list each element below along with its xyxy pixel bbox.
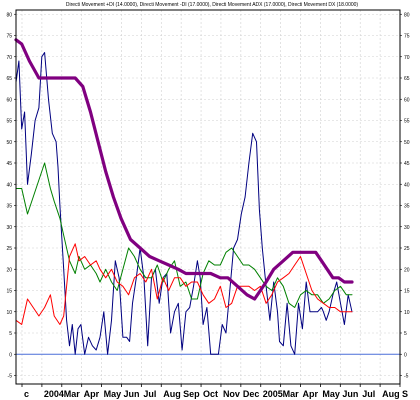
x-tick-label-5: Jun <box>123 389 139 399</box>
y-tick-left-75: 75 <box>6 34 12 40</box>
x-tick-label-4: May <box>104 389 122 399</box>
x-tick-label-6: Jul <box>143 389 156 399</box>
y-axis-left: -5 0 5 10 15 20 25 30 35 40 45 50 55 60 65 70 75 80 <box>6 12 16 380</box>
y-tick-right-15: 15 <box>404 289 410 295</box>
series-line-3 <box>14 38 354 301</box>
x-tick-label-3: Apr <box>84 389 100 399</box>
plot-frame <box>15 9 401 385</box>
x-tick-label-18: Aug <box>382 389 400 399</box>
y-tick-left-40: 40 <box>6 182 12 188</box>
y-tick-left-30: 30 <box>6 225 12 231</box>
x-tick-label-12: 2005 <box>263 389 283 399</box>
y-tick-right-5: 5 <box>404 331 407 337</box>
y-tick-left-25: 25 <box>6 246 12 252</box>
x-tick-label-10: Nov <box>223 389 240 399</box>
y-tick-right-55: 55 <box>404 119 410 125</box>
x-tick-label-13: Mar <box>283 389 300 399</box>
x-tick-label-16: Jun <box>342 389 358 399</box>
y-tick-right-30: 30 <box>404 225 410 231</box>
y-tick-right-65: 65 <box>404 76 410 82</box>
x-tick-label-9: Oct <box>203 389 218 399</box>
y-tick-right-45: 45 <box>404 161 410 167</box>
y-tick-right-25: 25 <box>404 246 410 252</box>
y-tick-left-65: 65 <box>6 76 12 82</box>
y-axis-right: -5 0 5 10 15 20 25 30 35 40 45 50 55 60 65 70 75 80 <box>400 12 410 380</box>
y-tick-right-35: 35 <box>404 204 410 210</box>
y-tick-right-50: 50 <box>404 140 410 146</box>
y-tick-left-80: 80 <box>6 12 12 18</box>
x-tick-label-2: Mar <box>64 389 81 399</box>
y-tick-right-10: 10 <box>404 310 410 316</box>
y-tick-left-60: 60 <box>6 97 12 103</box>
y-tick-left-10: 10 <box>6 310 12 316</box>
y-tick-right-80: 80 <box>404 12 410 18</box>
x-tick-label-7: Aug <box>163 389 181 399</box>
y-tick-right--5: -5 <box>404 374 409 380</box>
y-tick-left-35: 35 <box>6 204 12 210</box>
y-tick-left-5: 5 <box>9 331 12 337</box>
x-tick-label-14: Apr <box>303 389 319 399</box>
y-tick-left-55: 55 <box>6 119 12 125</box>
y-tick-right-20: 20 <box>404 267 410 273</box>
x-tick-label-0: c <box>24 389 29 399</box>
x-axis: c 2004 Mar Apr May Jun Jul Aug Sep Oct Nov Dec 2005 M… <box>21 384 408 399</box>
y-tick-right-40: 40 <box>404 182 410 188</box>
x-tick-label-17: Jul <box>362 389 375 399</box>
x-tick-label-15: May <box>322 389 340 399</box>
x-tick-label-11: Dec <box>243 389 260 399</box>
x-tick-label-1: 2004 <box>44 389 64 399</box>
grid <box>16 10 401 384</box>
y-tick-right-70: 70 <box>404 55 410 61</box>
series-line-2 <box>15 243 353 325</box>
y-tick-right-75: 75 <box>404 34 410 40</box>
plot-border <box>15 9 401 385</box>
y-tick-right-60: 60 <box>404 97 410 103</box>
x-tick-label-8: Sep <box>183 389 200 399</box>
y-tick-left-70: 70 <box>6 55 12 61</box>
y-tick-left-45: 45 <box>6 161 12 167</box>
y-tick-left-15: 15 <box>6 289 12 295</box>
y-tick-left-50: 50 <box>6 140 12 146</box>
y-tick-left--5: -5 <box>8 374 13 380</box>
chart-title: Directi Movement +DI (14.0000), Directi … <box>66 2 359 8</box>
x-tick-label-19: S <box>402 389 408 399</box>
series-group <box>14 38 354 355</box>
y-tick-left-0: 0 <box>9 352 12 358</box>
series-line-0 <box>15 52 353 355</box>
y-tick-right-0: 0 <box>404 352 407 358</box>
y-tick-left-20: 20 <box>6 267 12 273</box>
